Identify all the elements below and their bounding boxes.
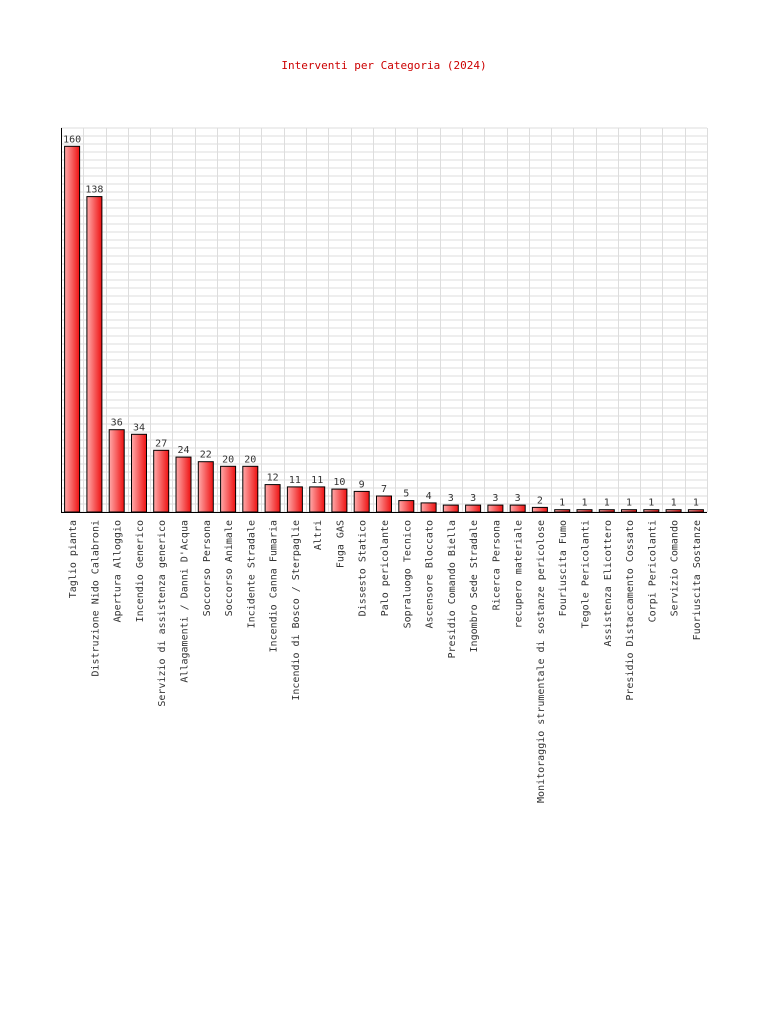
- bar-value-label: 11: [311, 475, 323, 486]
- category-tick-label: Incendio Generico: [135, 520, 146, 622]
- bar-value-label: 12: [267, 473, 279, 484]
- bar-value-label: 7: [381, 484, 387, 495]
- category-tick-label: Ascensore Bloccato: [425, 520, 436, 628]
- bar-value-label: 160: [63, 134, 81, 145]
- bar: [665, 509, 682, 513]
- category-tick-label: Corpi Pericolanti: [647, 520, 658, 622]
- bar: [108, 429, 125, 513]
- category-tick-label: Fuga GAS: [335, 520, 346, 568]
- bar: [331, 488, 348, 513]
- bar-value-label: 3: [492, 493, 498, 504]
- category-tick-label: Taglio pianta: [68, 520, 79, 598]
- bar-value-label: 20: [244, 454, 256, 465]
- bar: [376, 495, 392, 513]
- bar-value-label: 4: [426, 491, 432, 502]
- bar-value-label: 22: [200, 450, 212, 461]
- bar: [131, 433, 147, 513]
- bar: [687, 509, 704, 513]
- axes: [61, 128, 707, 513]
- bar: [531, 506, 548, 513]
- bar: [465, 504, 482, 513]
- category-tick-label: Assistenza Elicottero: [603, 520, 614, 646]
- bar-value-label: 1: [581, 498, 587, 509]
- category-tick-label: Palo pericolante: [380, 520, 391, 616]
- bar-value-label: 5: [403, 489, 409, 500]
- category-tick-label: Monitoraggio strumentale di sostanze per…: [536, 520, 547, 803]
- bar-value-label: 2: [537, 495, 543, 506]
- bar: [86, 196, 103, 513]
- bar-value-label: 1: [693, 498, 699, 509]
- bar-value-label: 36: [111, 418, 123, 429]
- bar-value-label: 1: [626, 498, 632, 509]
- category-tick-label: Altri: [313, 520, 324, 550]
- bar-value-label: 3: [448, 493, 454, 504]
- bar: [353, 490, 370, 513]
- category-tick-label: Incendio Canna Fumaria: [269, 520, 280, 652]
- bar: [309, 486, 326, 513]
- bar-value-label: 10: [333, 477, 345, 488]
- category-tick-label: Ricerca Persona: [491, 520, 502, 610]
- category-tick-label: Soccorso Animale: [224, 520, 235, 616]
- bar-value-label: 1: [604, 498, 610, 509]
- category-tick-labels: Taglio pianta Distruzione Nido Calabroni A…: [68, 520, 703, 803]
- bar: [554, 509, 571, 513]
- category-tick-label: Distruzione Nido Calabroni: [90, 520, 101, 677]
- chart-title: Interventi per Categoria (2024): [281, 59, 486, 72]
- category-tick-label: Fuoriuscita Sostanze: [692, 520, 703, 640]
- bar: [398, 500, 415, 513]
- bar: [220, 465, 237, 513]
- bar-value-label: 20: [222, 454, 234, 465]
- bar: [264, 484, 281, 513]
- bar-value-label: 34: [133, 422, 145, 433]
- bar: [175, 456, 192, 513]
- bar-value-label: 24: [177, 445, 189, 456]
- category-tick-label: Dissesto Statico: [358, 520, 369, 616]
- bar-value-label: 1: [648, 498, 654, 509]
- category-tick-label: Allagamenti / Danni D'Acqua: [180, 520, 191, 683]
- bar-value-label: 3: [515, 493, 521, 504]
- category-tick-label: Servizio di assistenza generico: [157, 520, 168, 707]
- bar-value-label: 9: [359, 479, 365, 490]
- bar: [420, 502, 437, 513]
- bar: [621, 509, 637, 513]
- category-tick-label: Presidio Comando Biella: [447, 520, 458, 658]
- bar-value-label: 3: [470, 493, 476, 504]
- bar: [242, 465, 259, 513]
- bar: [153, 449, 170, 513]
- category-tick-label: Ingombro Sede Stradale: [469, 520, 480, 652]
- bar: [197, 461, 214, 513]
- category-tick-label: Soccorso Persona: [202, 520, 213, 616]
- bar-value-label: 1: [671, 498, 677, 509]
- bar: [576, 509, 593, 513]
- category-tick-label: Fouriuscita Fumo: [558, 520, 569, 616]
- bar: [286, 486, 303, 513]
- category-tick-label: Tegole Pericolanti: [581, 520, 592, 628]
- category-tick-label: Apertura Alloggio: [113, 520, 124, 622]
- bar-value-label: 1: [559, 498, 565, 509]
- category-tick-label: Incidente Stradale: [246, 520, 257, 628]
- bar-value-label: 138: [85, 185, 103, 196]
- bar-value-label: 27: [155, 438, 167, 449]
- bars: [64, 145, 704, 513]
- category-tick-label: Servizio Comando: [670, 520, 681, 616]
- category-tick-label: Presidio Distaccamento Cossato: [625, 520, 636, 701]
- bar-value-label: 11: [289, 475, 301, 486]
- bar: [643, 509, 660, 513]
- bar: [64, 145, 81, 513]
- bar: [509, 504, 526, 513]
- bar: [442, 504, 459, 513]
- bar: [598, 509, 615, 513]
- category-tick-label: Sopraluogo Tecnico: [402, 520, 413, 628]
- category-tick-label: Incendio di Bosco / Sterpaglie: [291, 520, 302, 701]
- category-tick-label: recupero materiale: [514, 520, 525, 628]
- bar: [487, 504, 504, 513]
